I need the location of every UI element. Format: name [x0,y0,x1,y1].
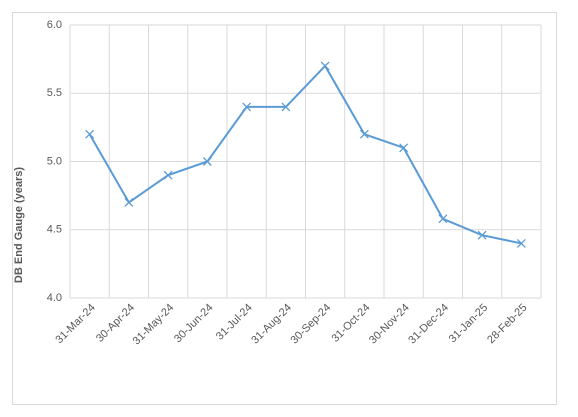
x-tick-label: 31-Dec-24 [406,302,451,347]
y-tick-label: 5.0 [47,155,62,167]
x-tick-label: 30-Sep-24 [288,302,333,347]
x-tick-label: 31-Jul-24 [214,302,255,343]
x-tick-label: 31-Jan-25 [447,302,491,346]
y-tick-label: 5.5 [47,87,62,99]
marker [242,102,252,112]
marker [399,143,409,153]
marker [477,230,487,240]
marker [85,129,95,139]
x-tick-label: 31-Aug-24 [249,302,294,347]
marker [202,157,212,166]
marker [516,238,526,248]
marker [163,170,173,180]
x-tick-label: 31-Mar-24 [53,302,97,346]
marker [124,197,134,207]
y-tick-label: 4.5 [47,224,62,236]
x-tick-label: 28-Feb-25 [485,302,529,346]
marker [359,129,369,139]
y-axis-label: DB End Gauge (years) [13,167,25,283]
y-tick-label: 6.0 [47,19,62,31]
line [88,64,522,245]
marker [438,214,448,224]
marker [320,61,330,71]
x-tick-label: 31-May-24 [131,302,177,348]
x-tick-label: 30-Jun-24 [172,302,216,346]
marker [281,102,291,112]
y-tick-label: 4.0 [47,292,62,304]
chart-frame [12,12,557,405]
x-tick-label: 30-Nov-24 [367,302,412,347]
